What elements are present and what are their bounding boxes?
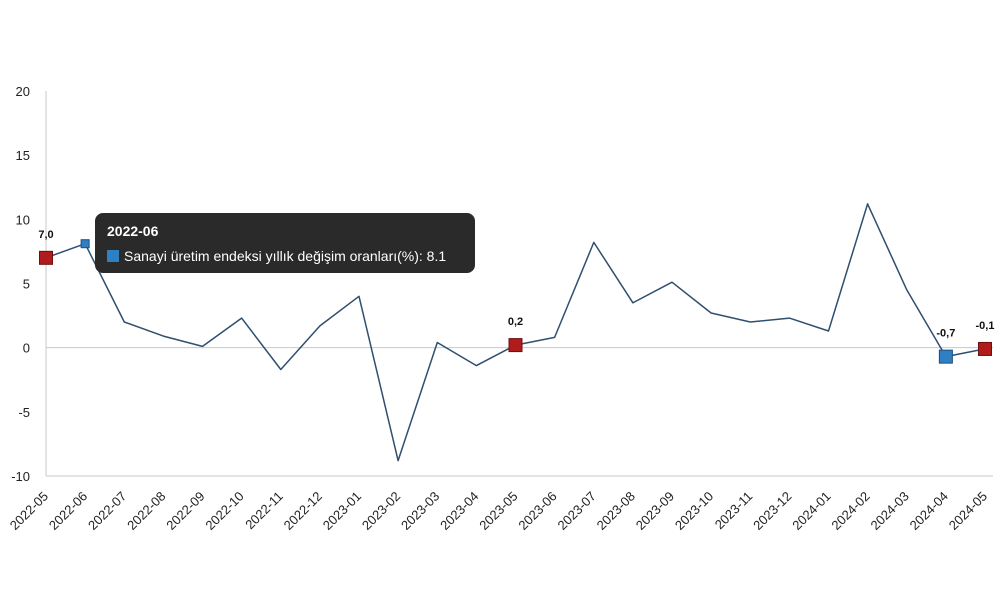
x-tick-label: 2024-04: [907, 489, 951, 533]
labelled-point-marker: [938, 349, 953, 364]
x-tick-label: 2023-04: [437, 489, 481, 533]
data-label: 7,0: [38, 229, 53, 241]
y-tick-label: -5: [18, 405, 30, 420]
point-markers[interactable]: [39, 239, 992, 364]
tooltip-series-label: Sanayi üretim endeksi yıllık değişim ora…: [124, 248, 419, 264]
data-label: -0,7: [936, 328, 955, 340]
x-tick-label: 2023-05: [476, 489, 520, 533]
data-labels: 7,0 0,2 -0,7 -0,1: [38, 229, 994, 340]
x-tick-label: 2024-02: [828, 489, 872, 533]
x-tick-label: 2022-09: [163, 489, 207, 533]
data-label: 0,2: [508, 316, 523, 328]
y-tick-label: -10: [11, 469, 30, 484]
tooltip-title: 2022-06: [107, 223, 159, 239]
tooltip-colon: :: [418, 248, 427, 264]
y-tick-label: 10: [16, 212, 30, 227]
x-tick-label: 2022-11: [242, 489, 286, 533]
x-tick-label: 2023-11: [712, 489, 756, 533]
y-tick-label: 5: [23, 277, 30, 292]
hover-point-marker: [80, 239, 90, 249]
tooltip-row: Sanayi üretim endeksi yıllık değişim ora…: [107, 248, 463, 264]
x-tick-label: 2022-10: [202, 489, 246, 533]
data-label: -0,1: [976, 320, 995, 332]
x-tick-label: 2023-10: [672, 489, 716, 533]
x-tick-label: 2022-05: [7, 489, 51, 533]
tooltip-series-swatch: [107, 250, 119, 262]
x-tick-label: 2023-07: [555, 489, 599, 533]
x-tick-label: 2024-05: [946, 489, 990, 533]
y-tick-label: 15: [16, 148, 30, 163]
y-tick-label: 20: [16, 84, 30, 99]
x-tick-label: 2024-03: [868, 489, 912, 533]
y-axis-tick-labels: 20 15 10 5 0 -5 -10: [11, 84, 30, 484]
x-tick-label: 2023-08: [594, 489, 638, 533]
labelled-point-marker: [39, 250, 53, 265]
x-tick-label: 2023-01: [320, 489, 364, 533]
x-tick-label: 2022-08: [124, 489, 168, 533]
labelled-point-marker: [978, 341, 992, 356]
x-tick-label: 2023-03: [398, 489, 442, 533]
x-axis-tick-labels: 2022-052022-062022-072022-082022-092022-…: [7, 489, 990, 533]
tooltip-value: 8.1: [426, 248, 447, 264]
x-tick-label: 2023-12: [750, 489, 794, 533]
x-tick-label: 2022-06: [46, 489, 90, 533]
x-tick-label: 2022-12: [281, 489, 325, 533]
y-tick-label: 0: [23, 341, 30, 356]
chart-axes: [45, 91, 993, 477]
labelled-point-marker: [508, 338, 523, 353]
x-tick-label: 2023-09: [633, 489, 677, 533]
x-tick-label: 2024-01: [789, 489, 833, 533]
x-tick-label: 2022-07: [85, 489, 129, 533]
chart-tooltip: 2022-06 Sanayi üretim endeksi yıllık değ…: [95, 213, 475, 273]
x-tick-label: 2023-06: [515, 489, 559, 533]
x-tick-label: 2023-02: [359, 489, 403, 533]
